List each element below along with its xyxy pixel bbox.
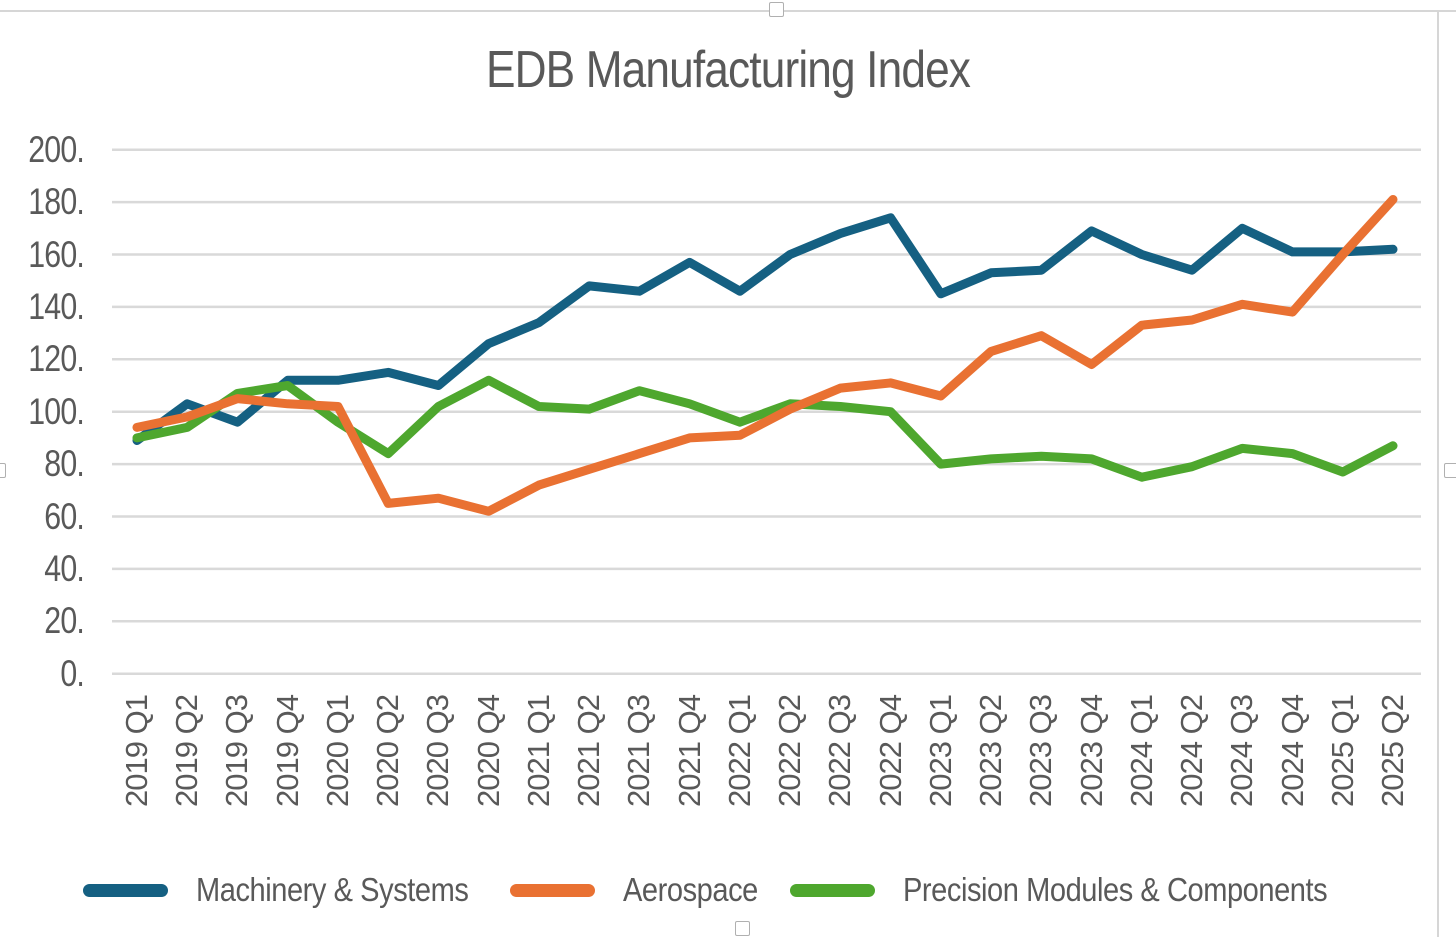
y-tick-label: 60. [44, 496, 85, 537]
chart-frame-top-border [0, 10, 1456, 12]
x-tick-label: 2021 Q1 [521, 695, 556, 807]
x-tick-label: 2025 Q2 [1375, 695, 1410, 807]
series-line-aerospace[interactable] [132, 195, 1398, 516]
y-tick-label: 100. [28, 391, 85, 432]
x-tick-label: 2024 Q3 [1224, 695, 1259, 807]
x-tick-label: 2020 Q2 [370, 695, 405, 807]
legend-swatch-precision-modules [790, 883, 875, 897]
x-tick-label: 2024 Q4 [1275, 695, 1310, 807]
x-tick-label: 2024 Q2 [1174, 695, 1209, 807]
selection-handle-bottom[interactable] [735, 921, 750, 936]
selection-handle-right[interactable] [1444, 463, 1456, 478]
legend-item-machinery-systems[interactable]: Machinery & Systems [83, 870, 506, 910]
selection-handle-left[interactable] [0, 463, 6, 478]
x-tick-label: 2019 Q4 [270, 695, 305, 807]
x-tick-label: 2020 Q3 [420, 695, 455, 807]
x-tick-label: 2020 Q1 [320, 695, 355, 807]
legend-label: Aerospace [623, 871, 758, 908]
x-tick-label: 2024 Q1 [1124, 695, 1159, 807]
x-tick-label: 2025 Q1 [1325, 695, 1360, 807]
x-tick-label: 2023 Q1 [923, 695, 958, 807]
series-line-precision-modules-components[interactable] [132, 375, 1398, 482]
x-tick-label: 2021 Q4 [672, 695, 707, 807]
series-line-machinery-systems[interactable] [132, 213, 1398, 445]
x-tick-label: 2019 Q1 [119, 695, 154, 807]
x-tick-label: 2022 Q4 [873, 695, 908, 807]
y-tick-label: 120. [28, 338, 85, 379]
chart-legend[interactable]: Machinery & Systems Aerospace Precision … [0, 870, 1456, 910]
x-tick-label: 2023 Q2 [973, 695, 1008, 807]
y-tick-label: 200. [28, 129, 85, 170]
y-tick-label: 160. [28, 234, 85, 275]
x-tick-label: 2019 Q3 [219, 695, 254, 807]
x-tick-label: 2020 Q4 [471, 695, 506, 807]
legend-label: Machinery & Systems [196, 871, 469, 908]
y-tick-label: 80. [44, 443, 85, 484]
y-tick-label: 40. [44, 548, 85, 589]
x-tick-label: 2023 Q4 [1074, 695, 1109, 807]
x-tick-label: 2022 Q2 [772, 695, 807, 807]
x-tick-label: 2022 Q3 [822, 695, 857, 807]
y-tick-label: 20. [44, 600, 85, 641]
legend-swatch-machinery-systems [83, 883, 168, 897]
legend-label: Precision Modules & Components [903, 871, 1328, 908]
y-tick-label: 180. [28, 181, 85, 222]
series-lines[interactable] [132, 195, 1398, 516]
x-tick-label: 2021 Q3 [621, 695, 656, 807]
selection-handle-top[interactable] [769, 2, 784, 17]
legend-item-precision-modules[interactable]: Precision Modules & Components [790, 870, 1385, 910]
chart-title[interactable]: EDB Manufacturing Index [485, 41, 971, 99]
x-tick-label: 2022 Q1 [722, 695, 757, 807]
legend-item-aerospace[interactable]: Aerospace [510, 870, 776, 910]
y-tick-label: 140. [28, 286, 85, 327]
y-tick-label: 0. [60, 653, 84, 694]
x-tick-label: 2019 Q2 [169, 695, 204, 807]
x-tick-label: 2023 Q3 [1023, 695, 1058, 807]
x-tick-label: 2021 Q2 [571, 695, 606, 807]
legend-swatch-aerospace [510, 883, 595, 897]
chart-frame-right-border [1437, 10, 1439, 937]
